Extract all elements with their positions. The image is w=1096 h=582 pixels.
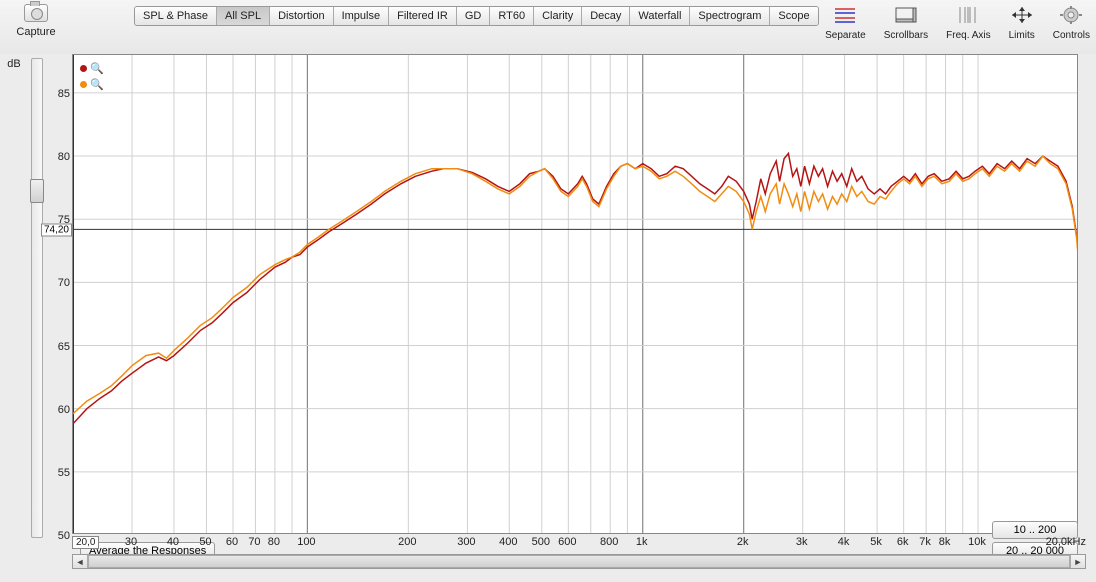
tab-rt60[interactable]: RT60	[490, 7, 534, 25]
view-tabs: SPL & PhaseAll SPLDistortionImpulseFilte…	[134, 6, 819, 26]
x-tick: 80	[268, 536, 280, 548]
tab-impulse[interactable]: Impulse	[334, 7, 390, 25]
x-tick: 400	[499, 536, 517, 548]
x-tick: 300	[457, 536, 475, 548]
x-tick: 500	[532, 536, 550, 548]
x-scrollbar[interactable]: ◄ ►	[72, 554, 1086, 569]
x-tick: 200	[398, 536, 416, 548]
zoom-icon: 🔍	[90, 78, 104, 91]
scrollbars-icon	[894, 4, 918, 26]
x-tick: 6k	[897, 536, 909, 548]
x-tick: 800	[600, 536, 618, 548]
controls-icon	[1059, 4, 1083, 26]
tab-waterfall[interactable]: Waterfall	[630, 7, 690, 25]
y-slider[interactable]	[31, 58, 43, 538]
scrollbar-thumb[interactable]	[88, 555, 1070, 568]
tab-all-spl[interactable]: All SPL	[217, 7, 270, 25]
y-tick: 55	[58, 467, 70, 479]
x-tick: 100	[297, 536, 315, 548]
x-tick: 5k	[870, 536, 882, 548]
x-tick: 2k	[737, 536, 749, 548]
tab-spectrogram[interactable]: Spectrogram	[690, 7, 770, 25]
x-tick: 3k	[796, 536, 808, 548]
x-tick: 10k	[968, 536, 986, 548]
separate-icon	[833, 4, 857, 26]
tab-filtered-ir[interactable]: Filtered IR	[389, 7, 457, 25]
spl-chart[interactable]	[72, 54, 1078, 534]
tab-clarity[interactable]: Clarity	[534, 7, 582, 25]
y-tick: 50	[58, 530, 70, 542]
x-cursor-value: 20,0	[72, 536, 99, 549]
limits-button[interactable]: Limits	[1009, 4, 1035, 41]
scrollbars-button[interactable]: Scrollbars	[884, 4, 928, 41]
x-axis-max-label: 20,0kHz	[1046, 536, 1086, 548]
y-cursor-value: 74,20	[41, 224, 72, 237]
x-tick: 50	[199, 536, 211, 548]
scroll-right-button[interactable]: ►	[1070, 555, 1085, 568]
controls-button[interactable]: Controls	[1053, 4, 1090, 41]
freqaxis-button[interactable]: Freq. Axis	[946, 4, 990, 41]
x-tick: 40	[167, 536, 179, 548]
x-tick: 60	[226, 536, 238, 548]
tab-scope[interactable]: Scope	[770, 7, 817, 25]
x-tick: 1k	[636, 536, 648, 548]
legend: 🔍 🔍	[80, 62, 104, 94]
x-tick: 30	[125, 536, 137, 548]
y-tick: 70	[58, 277, 70, 289]
x-tick: 600	[558, 536, 576, 548]
scroll-left-button[interactable]: ◄	[73, 555, 88, 568]
y-tick: 65	[58, 341, 70, 353]
tab-distortion[interactable]: Distortion	[270, 7, 333, 25]
y-tick: 60	[58, 404, 70, 416]
y-tick: 85	[58, 88, 70, 100]
freqaxis-icon	[956, 4, 980, 26]
tab-decay[interactable]: Decay	[582, 7, 630, 25]
tab-gd[interactable]: GD	[457, 7, 491, 25]
legend-dot-red[interactable]	[80, 65, 87, 72]
capture-icon[interactable]	[24, 4, 48, 22]
capture-label: Capture	[16, 26, 55, 38]
legend-dot-orange[interactable]	[80, 81, 87, 88]
x-tick: 7k	[919, 536, 931, 548]
tab-spl-phase[interactable]: SPL & Phase	[135, 7, 217, 25]
separate-button[interactable]: Separate	[825, 4, 866, 41]
y-axis-label: dB	[7, 58, 20, 70]
limits-icon	[1010, 4, 1034, 26]
zoom-icon: 🔍	[90, 62, 104, 75]
x-tick: 4k	[838, 536, 850, 548]
x-tick: 8k	[939, 536, 951, 548]
x-tick: 70	[248, 536, 260, 548]
y-tick: 80	[58, 151, 70, 163]
y-slider-thumb[interactable]	[30, 179, 44, 203]
